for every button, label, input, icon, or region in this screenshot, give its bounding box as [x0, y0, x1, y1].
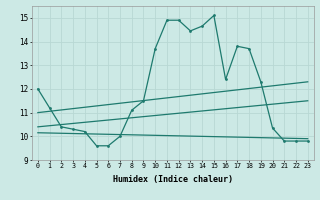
X-axis label: Humidex (Indice chaleur): Humidex (Indice chaleur)	[113, 175, 233, 184]
